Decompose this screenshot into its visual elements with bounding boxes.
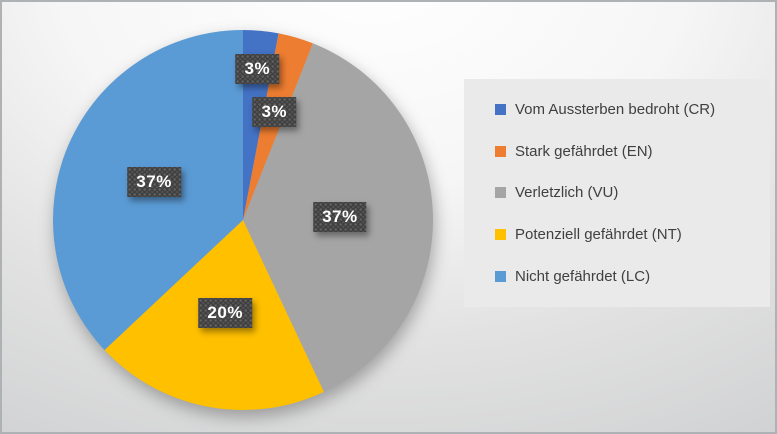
legend-label: Potenziell gefährdet (NT) [515, 226, 682, 244]
pie-chart: 3% 3% 37% 20% 37% [53, 30, 433, 410]
data-label-nt[interactable]: 20% [198, 298, 252, 328]
data-label-text: 37% [322, 206, 358, 226]
pie-svg [53, 30, 433, 410]
legend-label: Verletzlich (VU) [515, 184, 619, 202]
legend-label: Vom Aussterben bedroht (CR) [515, 101, 716, 119]
legend-label: Nicht gefährdet (LC) [515, 267, 651, 285]
legend-swatch-icon [495, 145, 506, 157]
data-label-text: 37% [136, 171, 172, 191]
legend-item-nt[interactable]: Potenziell gefährdet (NT) [495, 226, 762, 243]
legend-swatch-icon [495, 187, 506, 199]
data-label-lc[interactable]: 37% [127, 167, 181, 197]
legend: Vom Aussterben bedroht (CR) Stark gefähr… [464, 79, 770, 307]
legend-item-lc[interactable]: Nicht gefährdet (LC) [495, 268, 762, 285]
pie-slice-1[interactable] [243, 33, 313, 221]
legend-swatch-icon [495, 229, 506, 241]
data-label-cr[interactable]: 3% [236, 54, 280, 84]
data-label-text: 20% [207, 303, 243, 323]
data-label-text: 3% [261, 102, 288, 122]
legend-label: Stark gefährdet (EN) [515, 142, 653, 160]
data-label-en[interactable]: 3% [252, 97, 296, 127]
data-label-vu[interactable]: 37% [313, 202, 367, 232]
data-label-text: 3% [244, 58, 271, 78]
legend-item-cr[interactable]: Vom Aussterben bedroht (CR) [495, 101, 762, 118]
legend-item-vu[interactable]: Verletzlich (VU) [495, 184, 762, 201]
legend-swatch-icon [495, 270, 506, 282]
legend-swatch-icon [495, 104, 506, 116]
legend-item-en[interactable]: Stark gefährdet (EN) [495, 143, 762, 160]
